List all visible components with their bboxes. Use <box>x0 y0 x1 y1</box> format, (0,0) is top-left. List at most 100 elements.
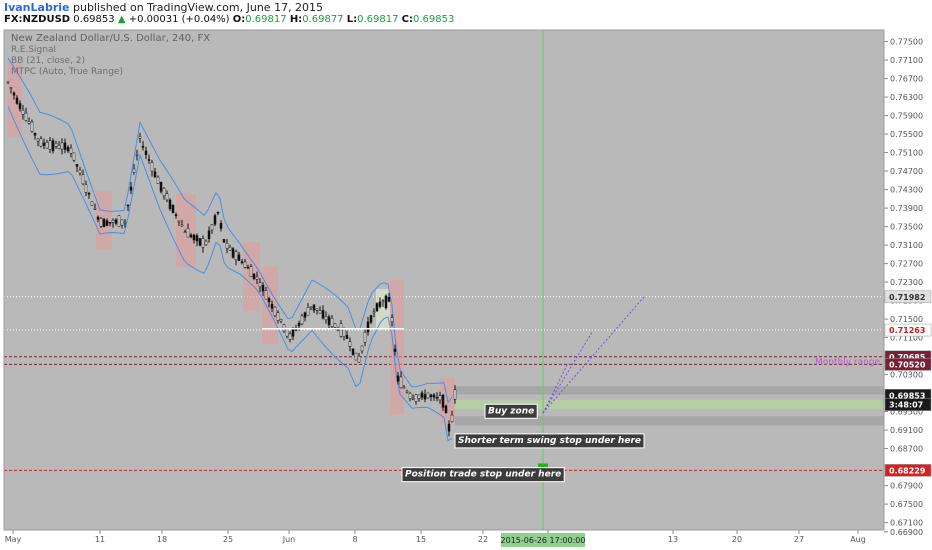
candle-body <box>75 164 79 167</box>
price-axis[interactable] <box>884 28 932 550</box>
candle-body <box>111 219 115 223</box>
candle-body <box>330 317 334 327</box>
candle-body <box>114 219 118 224</box>
candle-body <box>141 145 145 148</box>
candle-body <box>180 224 184 227</box>
candle-body <box>258 282 262 288</box>
change-up-icon: ▲ <box>117 14 126 25</box>
candle-body <box>12 92 16 96</box>
projection-arrow <box>542 330 594 414</box>
candle-body <box>336 329 340 331</box>
candle-body <box>339 323 343 337</box>
candle-body <box>288 333 292 340</box>
price-tick-label: 0.68700 <box>890 445 923 454</box>
candle-body <box>168 199 172 209</box>
candle-body <box>426 392 430 399</box>
candle-body <box>201 238 205 248</box>
candle-body <box>417 394 421 399</box>
candle-body <box>87 192 91 195</box>
time-tick-label: Aug <box>850 535 866 544</box>
time-tick-label: 22 <box>478 535 488 544</box>
candle-body <box>21 109 25 115</box>
candle-body <box>96 216 100 220</box>
indicator-re-signal[interactable]: R.E.Signal <box>11 45 56 55</box>
candle-body <box>81 174 85 185</box>
candle-body <box>213 215 217 225</box>
price-tick-label: 0.67100 <box>890 519 923 528</box>
time-highlight-label: 2015-06-26 17:00:00 <box>501 536 586 545</box>
signal-shade <box>390 279 404 415</box>
candle-body <box>222 239 226 243</box>
high-label: H: <box>289 14 303 25</box>
candle-body <box>126 204 130 207</box>
price-label: 0.68229 <box>889 466 926 475</box>
last-price: 0.69853 <box>73 14 115 25</box>
candle-body <box>345 335 349 339</box>
candle-body <box>207 230 211 239</box>
projection-arrow <box>542 362 569 414</box>
candle-body <box>183 231 187 234</box>
candle-body <box>264 290 268 300</box>
projection-arrow <box>542 296 645 414</box>
candle-body <box>237 254 241 261</box>
author-link[interactable]: IvanLabrie <box>4 1 70 14</box>
ohlc-line: FX:NZDUSD 0.69853 ▲ +0.00031 (+0.04%) O:… <box>4 14 454 25</box>
candle-body <box>348 341 352 347</box>
signal-shade <box>262 266 278 344</box>
plot-area[interactable] <box>4 30 884 530</box>
candle-body <box>39 138 43 147</box>
candle-body <box>48 140 52 150</box>
price-label-box <box>884 358 932 371</box>
candle-body <box>210 224 214 231</box>
candle-body <box>57 145 61 149</box>
buy-zone-lower <box>455 416 884 426</box>
indicator-mtpc[interactable]: MTPC (Auto, True Range) <box>11 67 123 77</box>
price-label: 3:48:07 <box>889 401 923 410</box>
candle-body <box>333 323 337 328</box>
candle-body <box>342 328 346 337</box>
candle-body <box>102 218 106 228</box>
price-tick-label: 0.75500 <box>890 130 923 139</box>
annotation-box <box>401 467 565 483</box>
signal-shade <box>8 61 22 137</box>
monthly-range-label: Monthly range <box>815 358 881 368</box>
candle-body <box>66 146 70 152</box>
candle-body <box>249 266 253 278</box>
candle-body <box>18 103 22 110</box>
candle-body <box>120 219 124 226</box>
candle-body <box>327 316 331 325</box>
candle-body <box>450 414 454 422</box>
price-tick-label: 0.72300 <box>890 278 923 287</box>
candle-body <box>117 215 121 227</box>
candle-body <box>72 152 76 161</box>
price-tick-label: 0.76700 <box>890 75 923 84</box>
close-value: 0.69853 <box>413 14 455 25</box>
candle-body <box>396 375 400 382</box>
candle-body <box>225 243 229 249</box>
candle-body <box>369 315 373 323</box>
candle-body <box>324 316 328 321</box>
low-label: L: <box>346 14 358 25</box>
candle-body <box>303 312 307 318</box>
candle-body <box>105 220 109 226</box>
time-axis[interactable] <box>0 530 932 550</box>
candle-body <box>375 303 379 312</box>
symbol-label: FX:NZDUSD <box>4 14 71 25</box>
change-value: +0.00031 (+0.04%) <box>128 14 230 25</box>
candle-body <box>372 311 376 314</box>
high-value: 0.69877 <box>302 14 344 25</box>
buy-zone-upper <box>455 386 884 395</box>
candle-body <box>228 246 232 251</box>
candle-body <box>321 310 325 319</box>
candle-body <box>411 397 415 400</box>
candle-body <box>174 214 178 217</box>
candle-body <box>402 386 406 389</box>
candle-body <box>195 235 199 242</box>
price-tick-label: 0.74700 <box>890 167 923 176</box>
candle-body <box>90 201 94 206</box>
candle-body <box>6 81 10 84</box>
candle-body <box>216 211 220 214</box>
indicator-bollinger[interactable]: BB (21, close, 2) <box>11 56 86 66</box>
price-chart[interactable]: 0.77500 0.77100 0.76700 0.76300 0.75900 0.755… <box>0 28 932 550</box>
publish-header: IvanLabrie published on TradingView.com,… <box>0 0 932 28</box>
